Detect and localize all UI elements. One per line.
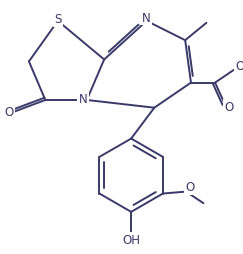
Text: N: N xyxy=(78,92,87,105)
Text: N: N xyxy=(142,11,151,24)
Text: OH: OH xyxy=(122,233,140,246)
Text: O: O xyxy=(185,181,195,194)
Text: O: O xyxy=(4,106,13,119)
Text: S: S xyxy=(54,13,61,26)
Text: O: O xyxy=(224,101,233,114)
Text: O: O xyxy=(235,59,243,72)
